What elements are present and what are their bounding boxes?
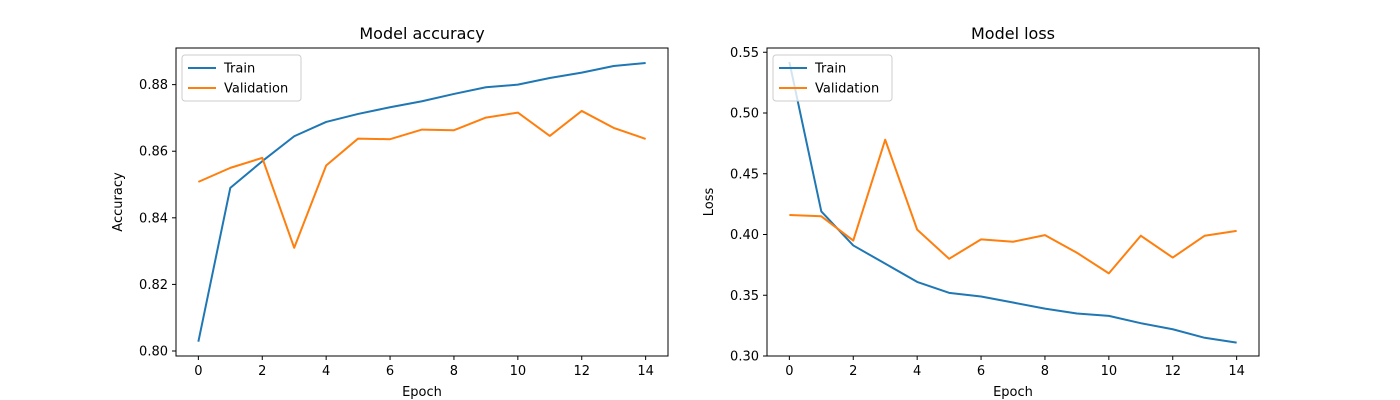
- accuracy-ytick-label: 0.82: [139, 278, 168, 293]
- loss-ytick-label: 0.40: [730, 228, 759, 243]
- accuracy-legend-box: [181, 54, 302, 102]
- accuracy-xtick-label: 12: [573, 364, 590, 379]
- accuracy-chart: 0 2 4 6 8 10 12 14 0.80 0.82 0.84 0.86 0.88 Model acc…: [111, 24, 669, 400]
- loss-ytick-label: 0.30: [730, 350, 759, 365]
- loss-xtick-label: 12: [1164, 364, 1181, 379]
- accuracy-xtick-label: 2: [258, 364, 266, 379]
- loss-legend: Train Validation: [772, 54, 893, 102]
- accuracy-chart-title: Model accuracy: [359, 24, 484, 43]
- loss-chart-title: Model loss: [971, 24, 1055, 43]
- accuracy-xtick-label: 0: [194, 364, 202, 379]
- accuracy-series-train-line: [197, 61, 646, 342]
- accuracy-axes-frame: [175, 47, 669, 357]
- loss-ytick-label: 0.50: [730, 107, 759, 122]
- loss-xtick-label: 6: [977, 364, 985, 379]
- loss-xtick-label: 2: [849, 364, 857, 379]
- loss-legend-label-train: Train: [814, 62, 846, 77]
- accuracy-xtick-label: 4: [322, 364, 330, 379]
- accuracy-xtick-label: 8: [450, 364, 458, 379]
- loss-series-train-line: [788, 61, 1237, 344]
- loss-ytick-label: 0.35: [730, 289, 759, 304]
- accuracy-ytick-label: 0.80: [139, 345, 168, 360]
- loss-axes-frame: [766, 47, 1260, 357]
- loss-series-validation-line: [789, 138, 1237, 275]
- accuracy-legend-label-validation: Validation: [224, 82, 288, 97]
- accuracy-xtick-label: 6: [386, 364, 394, 379]
- accuracy-legend-label-train: Train: [223, 62, 255, 77]
- accuracy-ytick-label: 0.88: [139, 78, 168, 93]
- loss-ytick-label: 0.45: [730, 167, 759, 182]
- accuracy-y-axis-label: Accuracy: [111, 172, 126, 232]
- accuracy-xtick-label: 10: [510, 364, 527, 379]
- loss-xtick-label: 8: [1041, 364, 1049, 379]
- loss-chart: 0 2 4 6 8 10 12 14 0.30 0.35 0.40 0.45 0.50 0.55 Model…: [702, 24, 1260, 400]
- accuracy-legend: Train Validation: [181, 54, 302, 102]
- loss-legend-label-validation: Validation: [815, 82, 879, 97]
- loss-xtick-label: 4: [913, 364, 921, 379]
- accuracy-ytick-label: 0.86: [139, 145, 168, 160]
- loss-legend-box: [772, 54, 893, 102]
- accuracy-xtick-label: 14: [637, 364, 654, 379]
- accuracy-series-validation-line: [197, 109, 646, 249]
- loss-x-axis-label: Epoch: [993, 385, 1033, 400]
- loss-y-axis-label: Loss: [702, 188, 717, 217]
- accuracy-ytick-label: 0.84: [139, 211, 168, 226]
- accuracy-x-axis-label: Epoch: [402, 385, 442, 400]
- loss-xtick-label: 0: [785, 364, 793, 379]
- loss-xtick-label: 14: [1228, 364, 1245, 379]
- loss-ytick-label: 0.55: [730, 46, 759, 61]
- loss-xtick-label: 10: [1101, 364, 1118, 379]
